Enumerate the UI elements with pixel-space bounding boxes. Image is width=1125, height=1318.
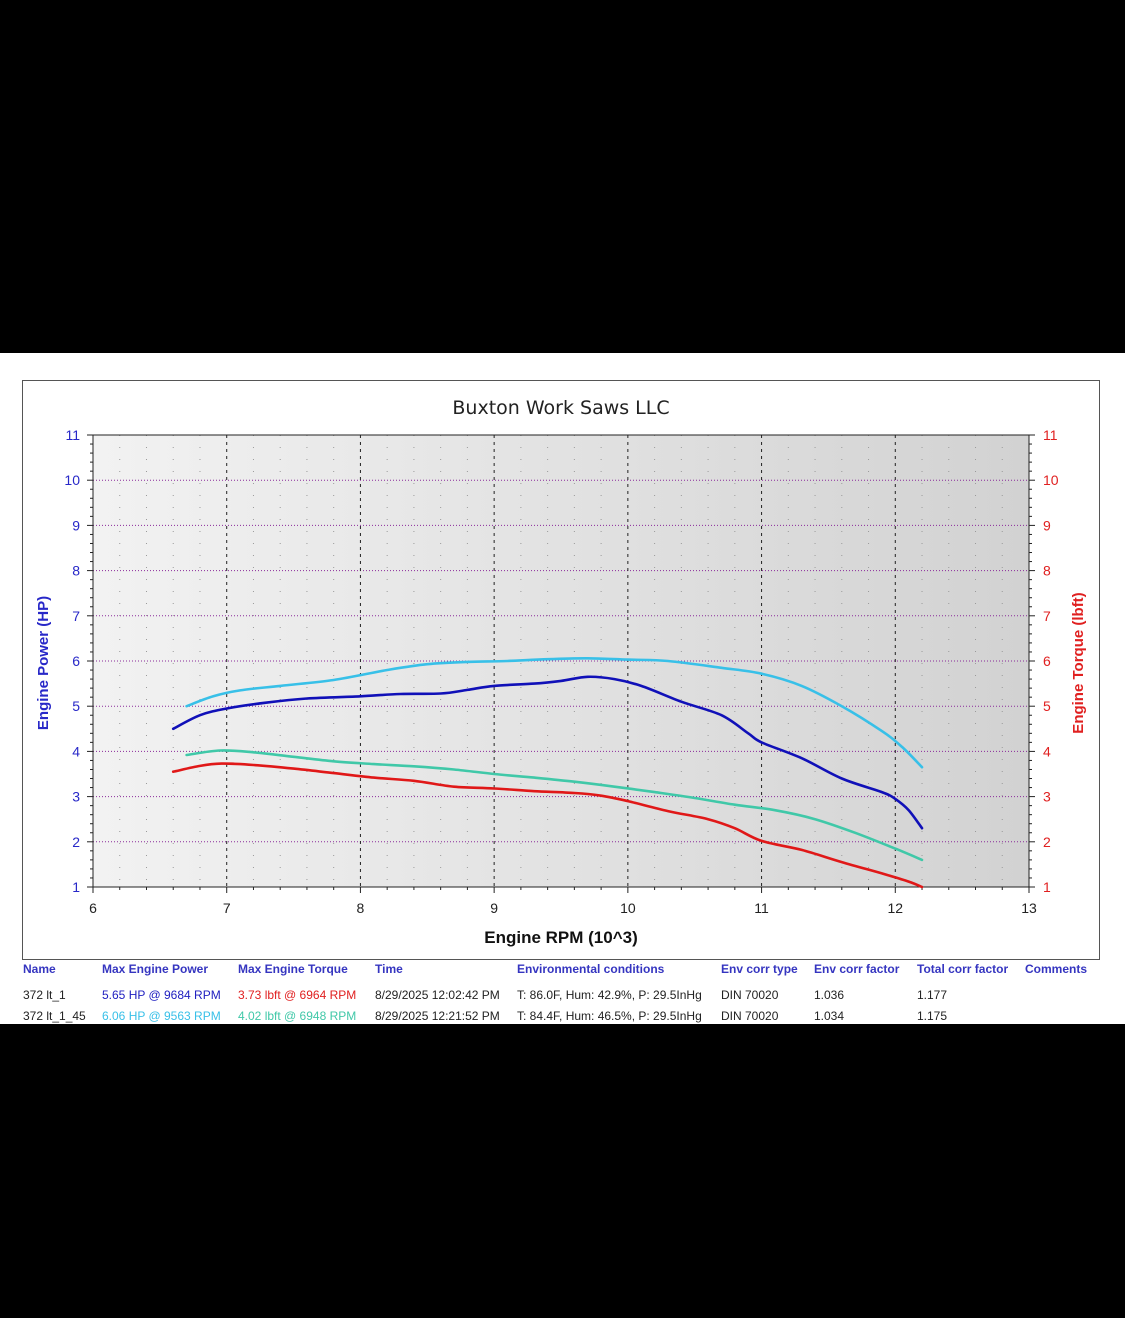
chart-title: Buxton Work Saws LLC	[452, 397, 669, 419]
series-line	[171, 762, 924, 889]
y-tick-label-right: 5	[1043, 698, 1051, 714]
table-cell: 1.036	[814, 988, 845, 1002]
x-tick-label: 6	[89, 900, 97, 916]
table-cell: 4.02 lbft @ 6948 RPM	[238, 1009, 357, 1023]
y-tick-label-right: 4	[1043, 743, 1051, 759]
col-header-name: Name	[23, 962, 56, 976]
y-tick-label-right: 10	[1043, 472, 1059, 488]
y-tick-label-right: 6	[1043, 653, 1051, 669]
series-line	[185, 656, 924, 769]
table-cell: 5.65 HP @ 9684 RPM	[102, 988, 221, 1002]
x-tick-label: 10	[620, 900, 636, 916]
table-cell: 3.73 lbft @ 6964 RPM	[238, 988, 357, 1002]
series-line	[185, 749, 924, 862]
y-tick-label-right: 7	[1043, 608, 1051, 624]
table-cell: 372 lt_1_45	[23, 1009, 86, 1023]
x-tick-label: 13	[1021, 900, 1037, 916]
table-cell: T: 86.0F, Hum: 42.9%, P: 29.5InHg	[517, 988, 702, 1002]
col-header-env-type: Env corr type	[721, 962, 798, 976]
y-axis-label-right: Engine Torque (lbft)	[1070, 592, 1087, 733]
series-line	[171, 675, 924, 830]
x-tick-label: 9	[490, 900, 498, 916]
y-tick-label-left: 4	[72, 743, 80, 759]
chart-frame	[22, 380, 1100, 960]
table-cell: DIN 70020	[721, 988, 779, 1002]
x-tick-label: 7	[223, 900, 231, 916]
table-cell: T: 84.4F, Hum: 46.5%, P: 29.5InHg	[517, 1009, 702, 1023]
x-tick-label: 12	[887, 900, 903, 916]
x-tick-label: 8	[357, 900, 365, 916]
y-tick-label-right: 1	[1043, 879, 1051, 895]
y-tick-label-right: 2	[1043, 834, 1051, 850]
y-tick-label-right: 9	[1043, 517, 1051, 533]
col-header-max-power: Max Engine Power	[102, 962, 209, 976]
col-header-env-factor: Env corr factor	[814, 962, 900, 976]
y-tick-label-left: 7	[72, 608, 80, 624]
y-tick-label-left: 5	[72, 698, 80, 714]
table-cell: 6.06 HP @ 9563 RPM	[102, 1009, 221, 1023]
y-tick-label-left: 9	[72, 517, 80, 533]
table-cell: 372 lt_1	[23, 988, 66, 1002]
col-header-time: Time	[375, 962, 403, 976]
y-tick-label-left: 3	[72, 789, 80, 805]
y-axis-label-left: Engine Power (HP)	[35, 596, 52, 730]
y-tick-label-left: 8	[72, 563, 80, 579]
col-header-max-torque: Max Engine Torque	[238, 962, 348, 976]
y-tick-label-left: 1	[72, 879, 80, 895]
y-tick-label-left: 11	[65, 427, 80, 443]
col-header-total-factor: Total corr factor	[917, 962, 1009, 976]
report-panel: 1 1 2 2 3 3 4 4 5 5 6 6 7 7 8 8 9 9 10 10 11 11 6 7 8 9 10 11 12 13 B…	[0, 353, 1125, 1024]
y-tick-label-left: 10	[64, 472, 80, 488]
y-tick-label-right: 3	[1043, 789, 1051, 805]
table-cell: 1.175	[917, 1009, 948, 1023]
table-cell: 8/29/2025 12:02:42 PM	[375, 988, 500, 1002]
x-axis-label: Engine RPM (10^3)	[484, 928, 638, 947]
table-cell: DIN 70020	[721, 1009, 779, 1023]
x-tick-label: 11	[754, 900, 769, 916]
y-tick-label-left: 2	[72, 834, 80, 850]
col-header-comments: Comments	[1025, 962, 1088, 976]
table-cell: 1.034	[814, 1009, 845, 1023]
y-tick-label-right: 8	[1043, 563, 1051, 579]
col-header-env: Environmental conditions	[517, 962, 665, 976]
table-cell: 1.177	[917, 988, 948, 1002]
y-tick-label-left: 6	[72, 653, 80, 669]
y-tick-label-right: 11	[1043, 427, 1058, 443]
table-cell: 8/29/2025 12:21:52 PM	[375, 1009, 500, 1023]
